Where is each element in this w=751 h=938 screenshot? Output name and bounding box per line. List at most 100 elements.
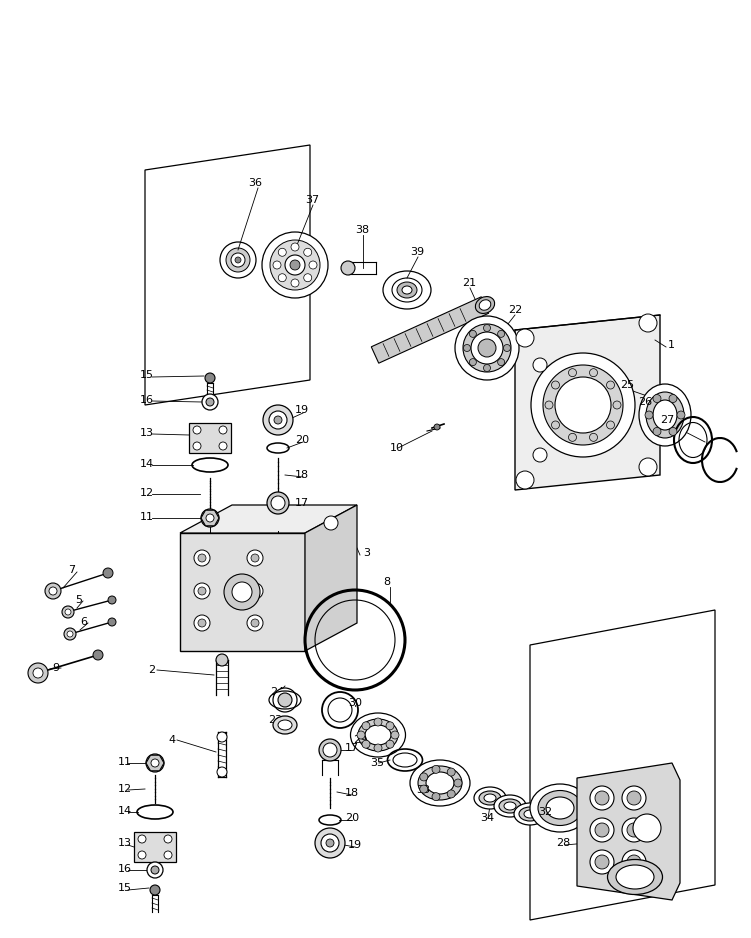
Text: 29: 29	[353, 735, 367, 745]
Text: 3: 3	[363, 548, 370, 558]
Text: 12: 12	[140, 488, 154, 498]
Circle shape	[326, 839, 334, 847]
Circle shape	[448, 768, 455, 776]
Ellipse shape	[402, 286, 412, 294]
Circle shape	[198, 587, 206, 595]
Text: 7: 7	[68, 565, 75, 575]
Circle shape	[543, 365, 623, 445]
Circle shape	[590, 818, 614, 842]
Ellipse shape	[410, 760, 470, 806]
Circle shape	[247, 615, 263, 631]
Circle shape	[645, 411, 653, 419]
Text: 13: 13	[118, 838, 132, 848]
Circle shape	[669, 395, 677, 402]
Circle shape	[251, 619, 259, 627]
Circle shape	[224, 574, 260, 610]
Polygon shape	[146, 755, 164, 771]
Circle shape	[251, 587, 259, 595]
Circle shape	[319, 739, 341, 761]
Circle shape	[33, 668, 43, 678]
Text: 9: 9	[52, 663, 59, 673]
Ellipse shape	[418, 766, 462, 800]
Circle shape	[503, 344, 511, 352]
Circle shape	[219, 426, 227, 434]
Text: 18: 18	[345, 788, 359, 798]
Text: 13: 13	[140, 428, 154, 438]
Text: 17: 17	[345, 743, 359, 753]
Circle shape	[321, 834, 339, 852]
Text: 24: 24	[270, 687, 284, 697]
Polygon shape	[530, 610, 715, 920]
Circle shape	[533, 448, 547, 462]
Polygon shape	[180, 505, 357, 533]
Circle shape	[235, 257, 241, 263]
Circle shape	[469, 330, 476, 338]
Circle shape	[669, 428, 677, 435]
Text: 19: 19	[295, 405, 309, 415]
Circle shape	[677, 411, 685, 419]
Ellipse shape	[351, 713, 406, 757]
Circle shape	[194, 583, 210, 599]
Text: 5: 5	[75, 595, 82, 605]
Circle shape	[531, 353, 635, 457]
Circle shape	[108, 596, 116, 604]
Circle shape	[231, 253, 245, 267]
Circle shape	[267, 492, 289, 514]
Circle shape	[206, 514, 214, 522]
Text: 4: 4	[168, 735, 175, 745]
Circle shape	[639, 314, 657, 332]
Circle shape	[545, 401, 553, 409]
Circle shape	[138, 835, 146, 843]
Circle shape	[263, 405, 293, 435]
Circle shape	[341, 261, 355, 275]
Text: 15: 15	[140, 370, 154, 380]
Circle shape	[216, 654, 228, 666]
Ellipse shape	[646, 392, 684, 438]
Polygon shape	[134, 832, 176, 862]
Circle shape	[164, 835, 172, 843]
Circle shape	[198, 619, 206, 627]
Circle shape	[454, 779, 462, 787]
Text: 11: 11	[140, 512, 154, 522]
Text: 11: 11	[118, 757, 132, 767]
Circle shape	[226, 248, 250, 272]
Circle shape	[205, 373, 215, 383]
Text: 32: 32	[538, 807, 552, 817]
Text: 39: 39	[410, 247, 424, 257]
Text: 33: 33	[416, 785, 430, 795]
Circle shape	[193, 426, 201, 434]
Circle shape	[151, 759, 159, 767]
Polygon shape	[145, 145, 310, 405]
Ellipse shape	[474, 787, 506, 809]
Circle shape	[232, 582, 252, 602]
Circle shape	[627, 791, 641, 805]
Circle shape	[653, 428, 661, 435]
Circle shape	[455, 316, 519, 380]
Circle shape	[551, 381, 559, 389]
Circle shape	[290, 260, 300, 270]
Circle shape	[205, 513, 215, 523]
Circle shape	[279, 249, 286, 256]
Circle shape	[607, 421, 614, 429]
Circle shape	[65, 609, 71, 615]
Circle shape	[498, 358, 505, 366]
Text: 31: 31	[615, 873, 629, 883]
Text: 10: 10	[390, 443, 404, 453]
Circle shape	[420, 785, 428, 793]
Ellipse shape	[479, 791, 501, 805]
Circle shape	[147, 862, 163, 878]
Polygon shape	[189, 423, 231, 453]
Ellipse shape	[358, 719, 398, 751]
Text: 38: 38	[355, 225, 369, 235]
Circle shape	[516, 471, 534, 489]
Text: 17: 17	[295, 498, 309, 508]
Circle shape	[285, 255, 305, 275]
Text: 37: 37	[305, 195, 319, 205]
Circle shape	[291, 243, 299, 251]
Text: 20: 20	[295, 435, 309, 445]
Circle shape	[484, 365, 490, 371]
Text: 30: 30	[348, 698, 362, 708]
Circle shape	[420, 773, 428, 781]
Circle shape	[150, 885, 160, 895]
Circle shape	[198, 554, 206, 562]
